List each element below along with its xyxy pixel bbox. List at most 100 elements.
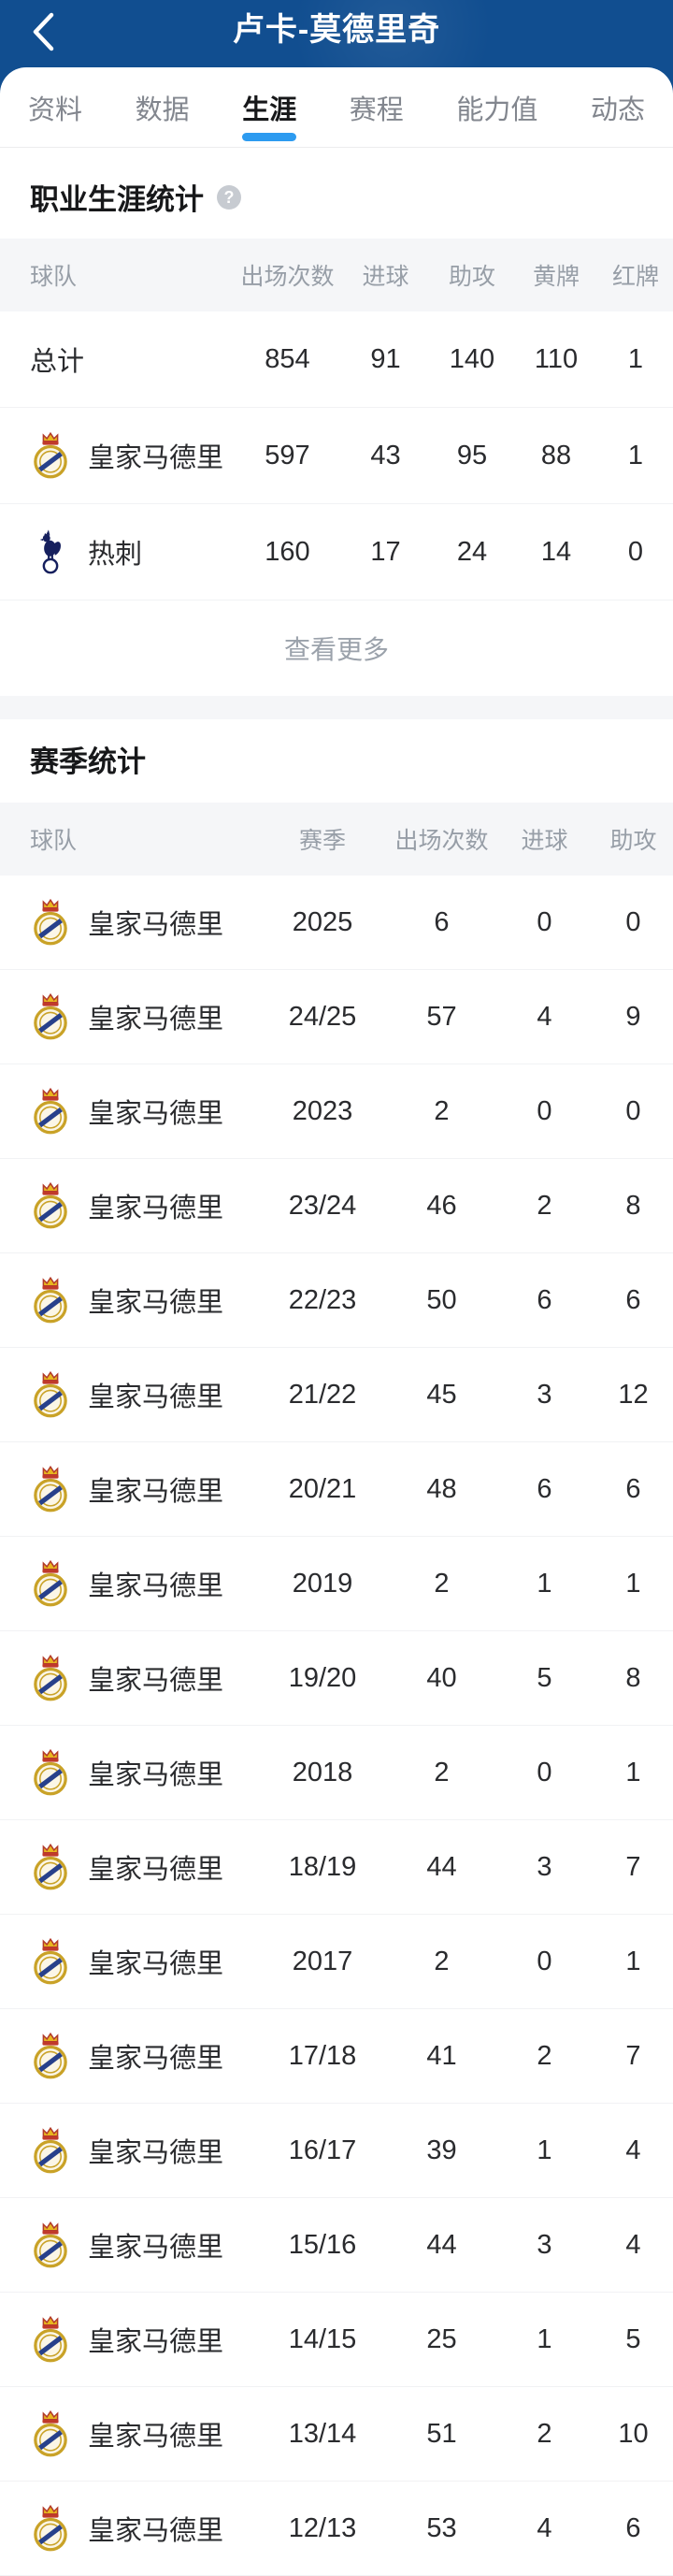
stat-value: 0 [537, 1946, 552, 1976]
season-table-row: 皇家马德里 16/17 39 1 4 [0, 2104, 673, 2198]
stat-value: 2 [434, 1757, 450, 1787]
career-table-header: 球队 出场次数 进球 助攻 黄牌 红牌 [0, 239, 673, 311]
stat-value: 4 [537, 1001, 552, 1032]
stat-value: 8 [625, 1190, 641, 1221]
team-name: 皇家马德里 [88, 2233, 224, 2263]
team-name: 皇家马德里 [88, 1760, 224, 1790]
season-value: 24/25 [288, 1001, 357, 1032]
season-table-row: 皇家马德里 2019 2 1 1 [0, 1537, 673, 1631]
stat-value: 44 [426, 2229, 457, 2260]
team-cell: 皇家马德里 [0, 1465, 257, 1513]
team-name: 皇家马德里 [88, 2327, 224, 2357]
column-header: 黄牌 [532, 264, 580, 290]
team-cell: 热刺 [0, 528, 234, 575]
tab-profile[interactable]: 资料 [28, 67, 82, 147]
tab-career[interactable]: 生涯 [242, 67, 296, 147]
team-name: 皇家马德里 [88, 2516, 224, 2546]
stat-value: 53 [426, 2512, 457, 2543]
stat-value: 2 [537, 2040, 552, 2071]
season-value: 18/19 [288, 1851, 357, 1882]
stat-value: 24 [456, 536, 488, 567]
season-value: 22/23 [288, 1284, 357, 1315]
tab-label: 能力值 [456, 94, 538, 125]
season-value: 2025 [292, 906, 353, 937]
season-value: 12/13 [288, 2512, 357, 2543]
real-madrid-crest-icon [30, 1843, 71, 1891]
stat-value: 110 [534, 343, 579, 374]
stat-value: 0 [537, 906, 552, 937]
real-madrid-crest-icon [30, 1276, 71, 1324]
back-button[interactable] [21, 9, 65, 54]
season-value: 15/16 [288, 2229, 357, 2260]
section-divider [0, 696, 673, 719]
chevron-left-icon [33, 12, 54, 51]
tab-bar: 资料 数据 生涯 赛程 能力值 动态 [0, 67, 673, 148]
career-table-row[interactable]: 皇家马德里 597 43 95 88 1 [0, 408, 673, 504]
stat-value: 10 [618, 2418, 649, 2449]
team-cell: 皇家马德里 [0, 2221, 257, 2269]
column-header: 助攻 [609, 828, 657, 854]
team-cell: 皇家马德里 [0, 1181, 257, 1230]
team-cell: 皇家马德里 [0, 2315, 257, 2364]
season-table-row: 皇家马德里 12/13 53 4 6 [0, 2482, 673, 2576]
stat-value: 5 [537, 1662, 552, 1693]
stat-value: 2 [434, 1095, 450, 1126]
tab-news[interactable]: 动态 [591, 67, 645, 147]
stat-value: 6 [625, 1473, 641, 1504]
stat-value: 4 [537, 2512, 552, 2543]
team-name: 皇家马德里 [88, 1005, 224, 1035]
real-madrid-crest-icon [30, 1087, 71, 1136]
help-question-icon[interactable]: ? [217, 184, 241, 210]
stat-value: 6 [625, 1284, 641, 1315]
team-name: 皇家马德里 [88, 2044, 224, 2074]
team-name: 皇家马德里 [88, 1571, 224, 1601]
stat-value: 140 [449, 343, 495, 374]
stat-value: 51 [426, 2418, 457, 2449]
season-value: 17/18 [288, 2040, 357, 2071]
career-table-row[interactable]: 热刺 160 17 24 14 0 [0, 504, 673, 601]
team-name: 皇家马德里 [88, 1666, 224, 1696]
season-value: 19/20 [288, 1662, 357, 1693]
stat-value: 50 [426, 1284, 457, 1315]
stat-value: 854 [265, 343, 310, 374]
column-header: 进球 [521, 828, 568, 854]
tab-label: 资料 [28, 94, 83, 125]
stat-value: 5 [625, 2323, 641, 2354]
stat-value: 0 [537, 1095, 552, 1126]
team-cell: 皇家马德里 [0, 2126, 257, 2175]
season-table-row: 皇家马德里 22/23 50 6 6 [0, 1253, 673, 1348]
column-header: 球队 [30, 828, 78, 854]
team-cell: 皇家马德里 [0, 1937, 257, 1986]
real-madrid-crest-icon [30, 1370, 71, 1419]
view-more-button[interactable]: 查看更多 [283, 635, 389, 664]
stat-value: 39 [426, 2135, 457, 2165]
tab-label: 动态 [590, 94, 645, 125]
team-cell: 皇家马德里 [0, 1748, 257, 1797]
season-value: 13/14 [288, 2418, 357, 2449]
team-cell: 皇家马德里 [0, 1654, 257, 1702]
page-title: 卢卡-莫德里奇 [232, 12, 441, 48]
season-value: 2023 [292, 1095, 353, 1126]
tab-data[interactable]: 数据 [136, 67, 190, 147]
stat-value: 1 [627, 440, 644, 470]
tab-schedule[interactable]: 赛程 [350, 67, 404, 147]
team-name: 皇家马德里 [88, 443, 224, 473]
season-section-title: 赛季统计 [0, 719, 673, 803]
tab-rating[interactable]: 能力值 [456, 67, 537, 147]
season-table-body: 皇家马德里 2025 6 0 0 皇家马德里 24/25 57 4 9 皇家马德里 2023 2 0 0 皇家… [0, 876, 673, 2576]
season-table-row: 皇家马德里 2025 6 0 0 [0, 876, 673, 970]
stat-value: 1 [625, 1946, 641, 1976]
season-value: 2019 [292, 1568, 353, 1599]
stat-value: 95 [456, 440, 488, 470]
real-madrid-crest-icon [30, 1654, 71, 1702]
stat-value: 4 [625, 2135, 641, 2165]
season-table-row: 皇家马德里 24/25 57 4 9 [0, 970, 673, 1064]
stat-value: 3 [537, 1851, 552, 1882]
real-madrid-crest-icon [30, 1181, 71, 1230]
season-table-row: 皇家马德里 23/24 46 2 8 [0, 1159, 673, 1253]
real-madrid-crest-icon [30, 1937, 71, 1986]
tottenham-crest-icon [30, 528, 71, 575]
column-header: 红牌 [611, 264, 659, 290]
stat-value: 1 [627, 343, 644, 374]
stat-value: 0 [625, 1095, 641, 1126]
